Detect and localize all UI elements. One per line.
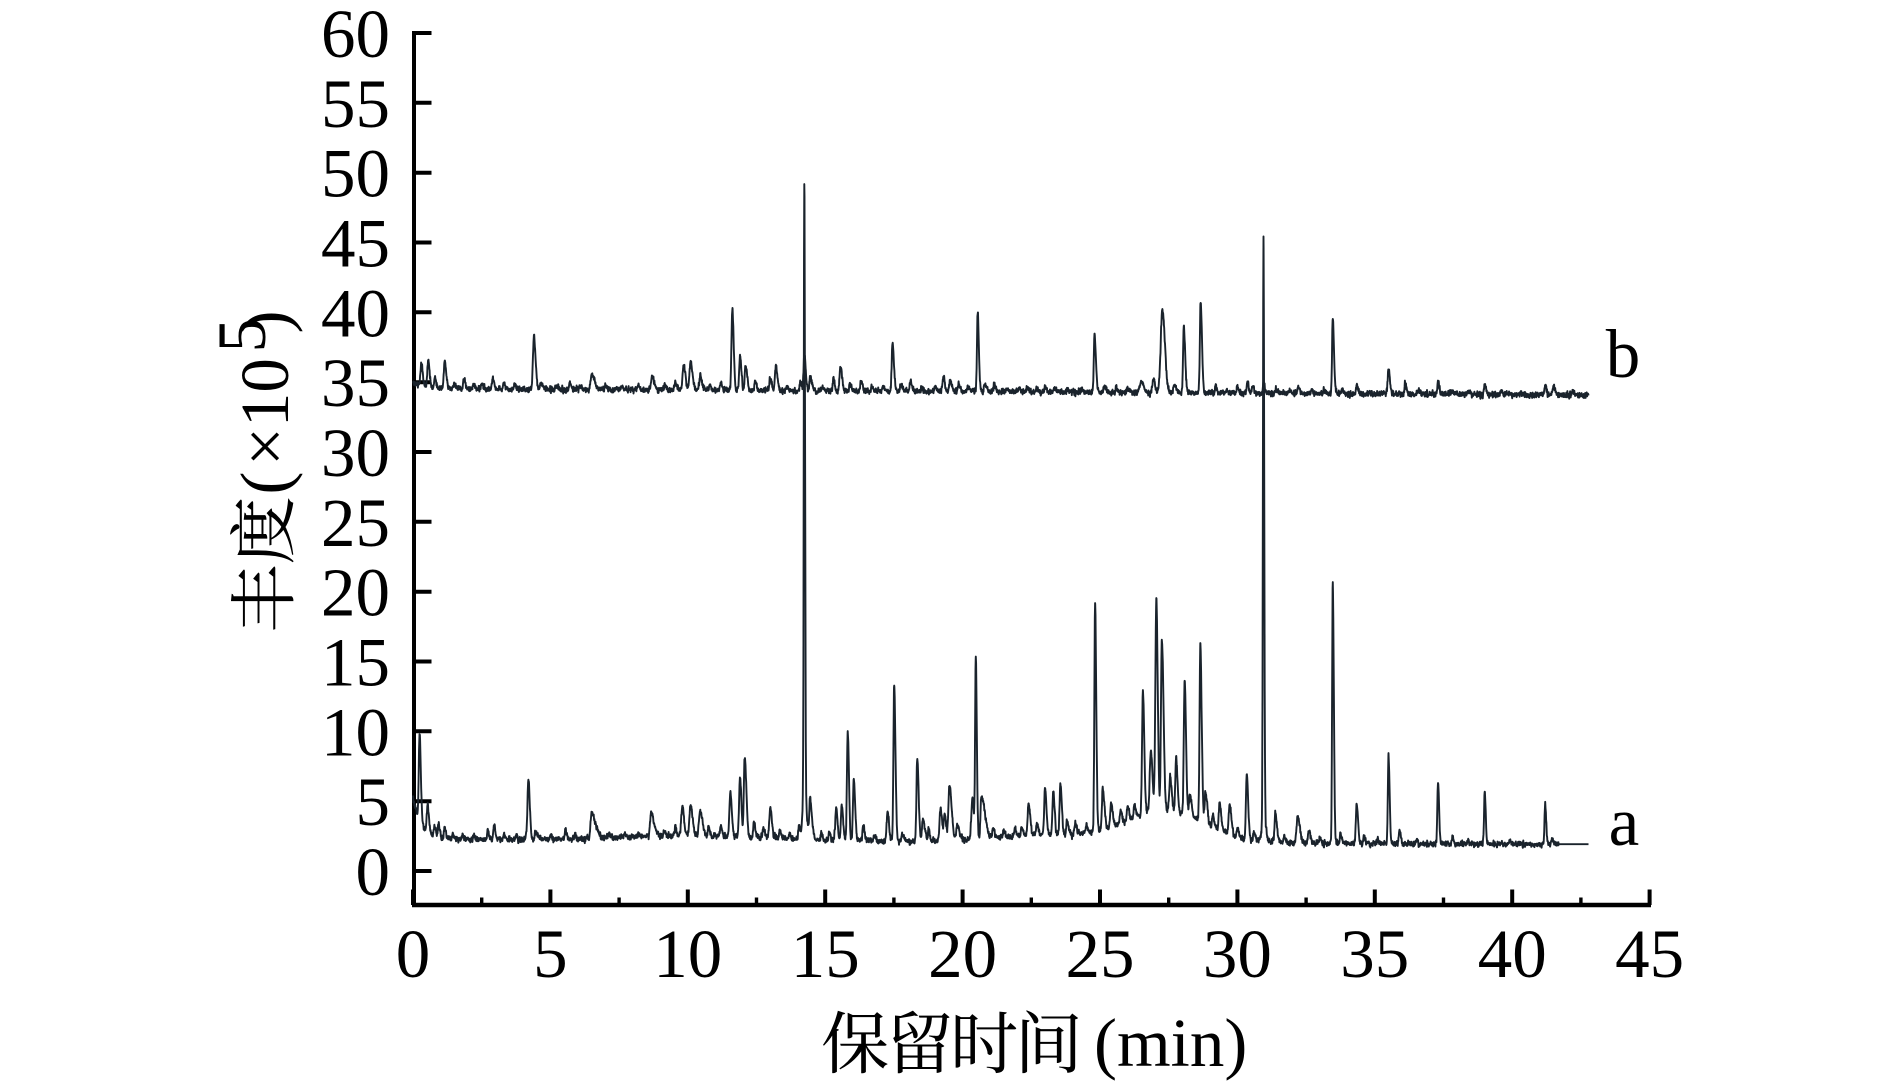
svg-text:): ) xyxy=(227,311,303,334)
svg-text:45: 45 xyxy=(321,206,390,282)
svg-text:60: 60 xyxy=(321,0,390,72)
svg-text:15: 15 xyxy=(321,625,390,701)
svg-text:40: 40 xyxy=(321,275,390,351)
svg-text:35: 35 xyxy=(1340,916,1409,992)
svg-text:0: 0 xyxy=(396,916,431,992)
svg-text:35: 35 xyxy=(321,345,390,421)
svg-text:5: 5 xyxy=(204,318,280,353)
svg-text:10: 10 xyxy=(653,916,722,992)
svg-text:b: b xyxy=(1606,316,1641,392)
svg-text:45: 45 xyxy=(1615,916,1684,992)
svg-text:20: 20 xyxy=(928,916,997,992)
svg-text:40: 40 xyxy=(1478,916,1547,992)
svg-text:(min): (min) xyxy=(1094,1005,1247,1081)
svg-text:25: 25 xyxy=(321,485,390,561)
svg-text:15: 15 xyxy=(791,916,860,992)
svg-text:0: 0 xyxy=(356,834,391,910)
svg-text:20: 20 xyxy=(321,555,390,631)
svg-text:10: 10 xyxy=(321,694,390,770)
svg-text:5: 5 xyxy=(356,764,391,840)
svg-text:25: 25 xyxy=(1066,916,1135,992)
svg-text:30: 30 xyxy=(321,415,390,491)
svg-text:30: 30 xyxy=(1203,916,1272,992)
svg-text:×10: ×10 xyxy=(227,358,303,466)
svg-text:a: a xyxy=(1609,784,1640,860)
svg-text:(: ( xyxy=(227,472,303,495)
svg-text:5: 5 xyxy=(533,916,568,992)
svg-text:55: 55 xyxy=(321,66,390,142)
svg-text:50: 50 xyxy=(321,136,390,212)
